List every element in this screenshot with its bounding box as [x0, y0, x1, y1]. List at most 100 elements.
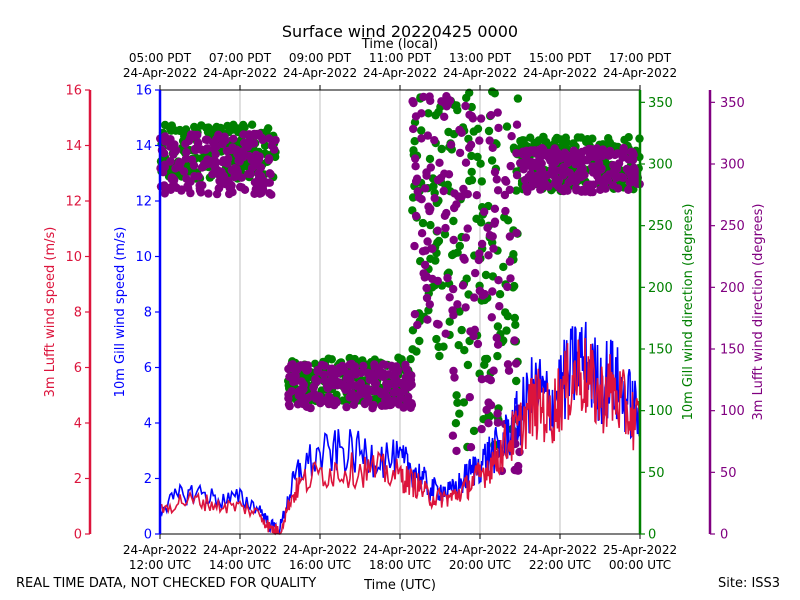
top-tick-label: 24-Apr-2022	[603, 66, 677, 80]
lufft_dir-point	[482, 405, 491, 415]
gill_dir-point	[467, 151, 476, 161]
lufft_dir-point	[417, 134, 426, 143]
gill_dir-point	[425, 154, 435, 164]
lufft_dir-point	[588, 187, 597, 197]
lufft_dir-point	[487, 313, 496, 322]
lufft_dir-point	[441, 329, 450, 338]
lufft_dir-point	[475, 136, 484, 145]
gill_dir-point	[469, 426, 479, 436]
bottom-axis-label: Time (UTC)	[363, 578, 436, 593]
lufft_dir-point	[454, 192, 463, 201]
lufft_dir-point	[449, 366, 458, 376]
lufft_dir-point	[477, 239, 487, 249]
lufft_dir-point	[228, 143, 237, 152]
lufft_dir-point	[609, 168, 618, 177]
gill-dir-axis-label: 10m Gill wind direction (degrees)	[681, 204, 696, 421]
gill_speed-tick-label: 6	[144, 361, 152, 376]
gill_dir-point	[240, 123, 249, 132]
lufft_dir-point	[577, 172, 586, 182]
top-tick-label: 24-Apr-2022	[123, 66, 197, 80]
lufft_dir-point	[587, 149, 596, 158]
bottom-tick-label: 24-Apr-2022	[283, 543, 357, 557]
lufft_dir-point	[184, 136, 194, 146]
lufft_dir-point	[182, 174, 191, 183]
lufft_dir-point	[346, 369, 356, 378]
lufft_dir-point	[345, 393, 354, 402]
gill_dir-tick-label: 250	[648, 219, 673, 234]
gill_dir-point	[518, 136, 527, 145]
lufft_dir-point	[443, 273, 452, 283]
lufft_dir-point	[364, 394, 373, 403]
gill_dir-point	[216, 123, 225, 133]
gill_dir-point	[454, 341, 463, 350]
lufft_dir-point	[470, 293, 479, 302]
lufft_dir-point	[494, 276, 503, 285]
lufft_dir-point	[332, 398, 341, 407]
gill_dir-point	[437, 144, 446, 154]
lufft_dir-point	[411, 154, 420, 163]
gill_speed-tick-label: 0	[144, 528, 152, 543]
gill_dir-point	[490, 89, 499, 98]
gill_dir-point	[481, 270, 491, 280]
gill_dir-point	[502, 326, 511, 335]
top-tick-label: 24-Apr-2022	[283, 66, 357, 80]
lufft_dir-tick-label: 100	[720, 404, 745, 419]
gill_dir-tick-label: 150	[648, 343, 673, 358]
gill_dir-point	[228, 121, 238, 130]
lufft_dir-point	[390, 364, 399, 374]
lufft_dir-point	[390, 380, 400, 390]
bottom-tick-label: 20:00 UTC	[449, 558, 511, 572]
gill_dir-point	[493, 351, 502, 361]
lufft_dir-point	[602, 172, 611, 182]
gill_dir-point	[415, 336, 424, 346]
lufft_dir-point	[284, 364, 293, 374]
lufft_dir-point	[382, 370, 391, 379]
lufft_dir-point	[254, 129, 263, 138]
lufft_dir-point	[209, 144, 218, 154]
lufft_dir-point	[349, 400, 359, 409]
lufft_dir-point	[472, 191, 481, 200]
lufft_dir-point	[254, 169, 263, 178]
lufft_dir-point	[559, 186, 568, 196]
lufft_dir-point	[488, 143, 497, 152]
gill_dir-point	[167, 121, 176, 130]
lufft_dir-point	[430, 136, 439, 145]
gill_speed-tick-label: 12	[135, 195, 152, 210]
lufft_dir-point	[411, 162, 420, 171]
gill_dir-point	[452, 391, 461, 400]
gill_dir-tick-label: 300	[648, 158, 673, 173]
gill_dir-tick-label: 200	[648, 281, 673, 296]
lufft_dir-tick-label: 0	[720, 528, 728, 543]
lufft_speed-tick-label: 4	[74, 417, 82, 432]
gill_dir-tick-label: 350	[648, 96, 673, 111]
lufft_dir-point	[477, 424, 486, 434]
lufft_dir-point	[265, 169, 274, 178]
lufft_dir-point	[347, 359, 356, 369]
lufft_dir-point	[556, 150, 565, 160]
lufft_dir-point	[419, 92, 428, 102]
lufft_dir-point	[214, 130, 223, 139]
lufft_dir-point	[195, 181, 204, 190]
gill_dir-point	[175, 125, 185, 135]
lufft_dir-point	[284, 390, 293, 399]
lufft_dir-point	[403, 372, 412, 382]
lufft_dir-point	[589, 180, 598, 189]
lufft_dir-point	[461, 101, 470, 111]
lufft_dir-point	[433, 226, 442, 235]
lufft_speed-line	[159, 337, 641, 536]
lufft_dir-point	[264, 134, 274, 143]
gill_dir-point	[477, 177, 486, 186]
lufft_dir-point	[166, 135, 175, 144]
lufft_dir-point	[371, 379, 381, 388]
lufft_dir-point	[473, 339, 483, 349]
lufft_dir-point	[407, 399, 416, 408]
lufft_dir-point	[342, 402, 351, 412]
lufft_dir-point	[428, 244, 437, 253]
lufft_dir-point	[358, 384, 368, 393]
lufft_dir-point	[388, 372, 398, 381]
gill_dir-point	[539, 132, 548, 142]
lufft_dir-point	[512, 120, 522, 129]
lufft_dir-point	[170, 175, 179, 184]
gill_dir-point	[509, 250, 518, 259]
gill_dir-point	[203, 127, 213, 137]
